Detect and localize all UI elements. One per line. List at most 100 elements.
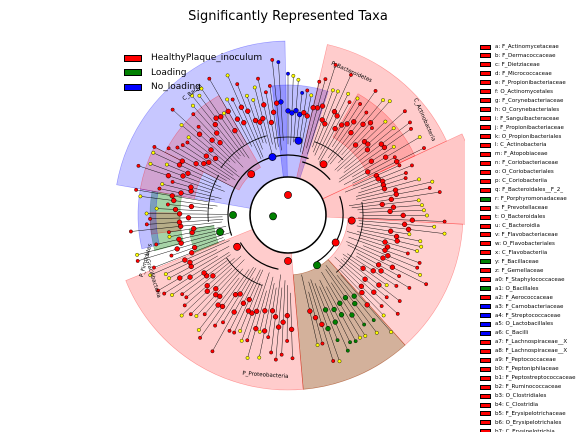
node-marker xyxy=(289,110,295,116)
taxa-key-item: y: F_Bacillaceae xyxy=(480,258,539,266)
branch-line xyxy=(212,277,254,352)
node-marker xyxy=(380,255,386,261)
taxa-key-label: b3: O_Clostridiales xyxy=(495,393,547,400)
taxa-key-swatch xyxy=(480,44,491,50)
leaf-marker xyxy=(170,107,175,112)
taxa-key-swatch xyxy=(480,348,491,354)
branch-line xyxy=(257,78,273,145)
leaf-marker xyxy=(415,249,419,253)
taxa-key-label: v: F_Flavobacteriaceae xyxy=(495,231,558,238)
taxa-key-label: f: O_Actinomycetales xyxy=(495,88,553,95)
taxa-key-label: o: O_Coriobacteriales xyxy=(495,169,554,176)
group-legend: HealthyPlaque_inoculum Loading No_loading xyxy=(124,51,262,95)
taxa-key-item: a0: F_Staphylococcaceae xyxy=(480,276,565,284)
node-marker xyxy=(185,170,191,176)
taxa-key-item: m: F_Atopobiaceae xyxy=(480,150,547,158)
branch-line xyxy=(343,122,411,173)
leaf-marker xyxy=(167,234,172,239)
legend-label: No_loading xyxy=(151,82,201,93)
node-marker xyxy=(319,117,325,123)
branch-line xyxy=(130,221,222,232)
branch-line xyxy=(299,95,312,153)
node-marker xyxy=(390,204,397,210)
node-marker xyxy=(182,257,188,263)
leaf-marker xyxy=(257,329,262,334)
taxa-key-label: x: C_Flavobacteriia xyxy=(495,249,548,256)
taxa-key-swatch xyxy=(480,384,491,390)
node-marker xyxy=(176,211,183,217)
legend-swatch xyxy=(124,69,142,77)
leaf-marker xyxy=(152,145,157,149)
branch-line xyxy=(343,257,400,302)
branch-line xyxy=(247,272,270,341)
taxa-key-label: a: F_Actinomycetaceae xyxy=(495,44,559,50)
node-marker xyxy=(349,312,355,318)
taxa-key-item: b1: F_Peptostreptococcaceae xyxy=(480,374,576,382)
clade-sector xyxy=(327,217,464,346)
leaf-marker xyxy=(148,216,152,221)
node-marker xyxy=(188,203,195,210)
node-marker xyxy=(179,158,185,164)
taxa-key-swatch xyxy=(480,160,491,166)
node-marker xyxy=(352,142,359,148)
branch-line xyxy=(327,112,367,163)
legend-item: No_loading xyxy=(124,80,262,95)
leaf-marker xyxy=(336,89,340,94)
branch-line xyxy=(281,280,286,355)
node-marker xyxy=(394,238,400,244)
legend-label: HealthyPlaque_inoculum xyxy=(151,53,263,64)
leaf-marker xyxy=(403,176,408,181)
leaf-marker xyxy=(144,211,149,216)
node-marker xyxy=(385,253,391,259)
taxa-key-label: h: O_Corynebacteriales xyxy=(495,106,560,113)
node-marker xyxy=(332,125,338,132)
taxa-key-item: a4: F_Streptococcaceae xyxy=(480,312,561,320)
taxa-key-label: a2: F_Aerococcaceae xyxy=(495,294,553,301)
node-marker xyxy=(245,108,251,114)
taxa-key-item: b2: F_Ruminococcaceae xyxy=(480,383,561,391)
leaf-marker xyxy=(170,293,174,297)
node-marker xyxy=(272,314,279,320)
taxa-key-swatch xyxy=(480,187,491,193)
node-marker xyxy=(178,190,184,196)
leaf-marker xyxy=(138,194,143,199)
node-marker xyxy=(187,259,193,266)
leaf-marker xyxy=(210,349,215,354)
node-marker xyxy=(365,169,371,175)
leaf-marker xyxy=(373,89,378,93)
node-marker xyxy=(337,300,343,306)
node-marker xyxy=(269,308,276,314)
leaf-marker xyxy=(323,77,328,82)
node-marker xyxy=(191,225,197,232)
branch-line xyxy=(327,90,376,159)
node-marker xyxy=(322,307,329,313)
phylum-arc xyxy=(315,195,344,264)
leaf-marker xyxy=(225,97,229,102)
branch-line xyxy=(352,147,425,184)
leaf-marker xyxy=(256,76,260,81)
node-marker xyxy=(210,273,216,279)
leaf-marker xyxy=(230,97,235,102)
taxa-key-label: u: C_Bacteroidia xyxy=(495,223,540,229)
node-marker xyxy=(176,236,182,243)
leaf-marker xyxy=(179,123,184,127)
leaf-marker xyxy=(397,163,402,168)
taxa-key-swatch xyxy=(480,89,491,95)
leaf-marker xyxy=(257,355,262,360)
branch-line xyxy=(339,128,412,180)
node-marker xyxy=(312,315,319,321)
leaf-marker xyxy=(273,357,278,362)
leaf-marker xyxy=(348,340,352,345)
node-marker xyxy=(214,130,220,136)
taxa-key-label: b1: F_Peptostreptococcaceae xyxy=(495,375,576,382)
taxa-key-swatch xyxy=(480,330,491,336)
node-marker xyxy=(201,160,207,167)
leaf-marker xyxy=(333,63,338,67)
taxa-key-item: s: F_Prevotellaceae xyxy=(480,204,548,212)
leaf-marker xyxy=(232,330,237,335)
leaf-marker xyxy=(358,335,362,340)
taxa-key-item: r: F_Porphyromonadaceae xyxy=(480,195,567,203)
taxa-key-item: l: C_Actinobacteria xyxy=(480,141,547,149)
leaf-marker xyxy=(129,229,133,234)
node-marker xyxy=(171,197,177,204)
